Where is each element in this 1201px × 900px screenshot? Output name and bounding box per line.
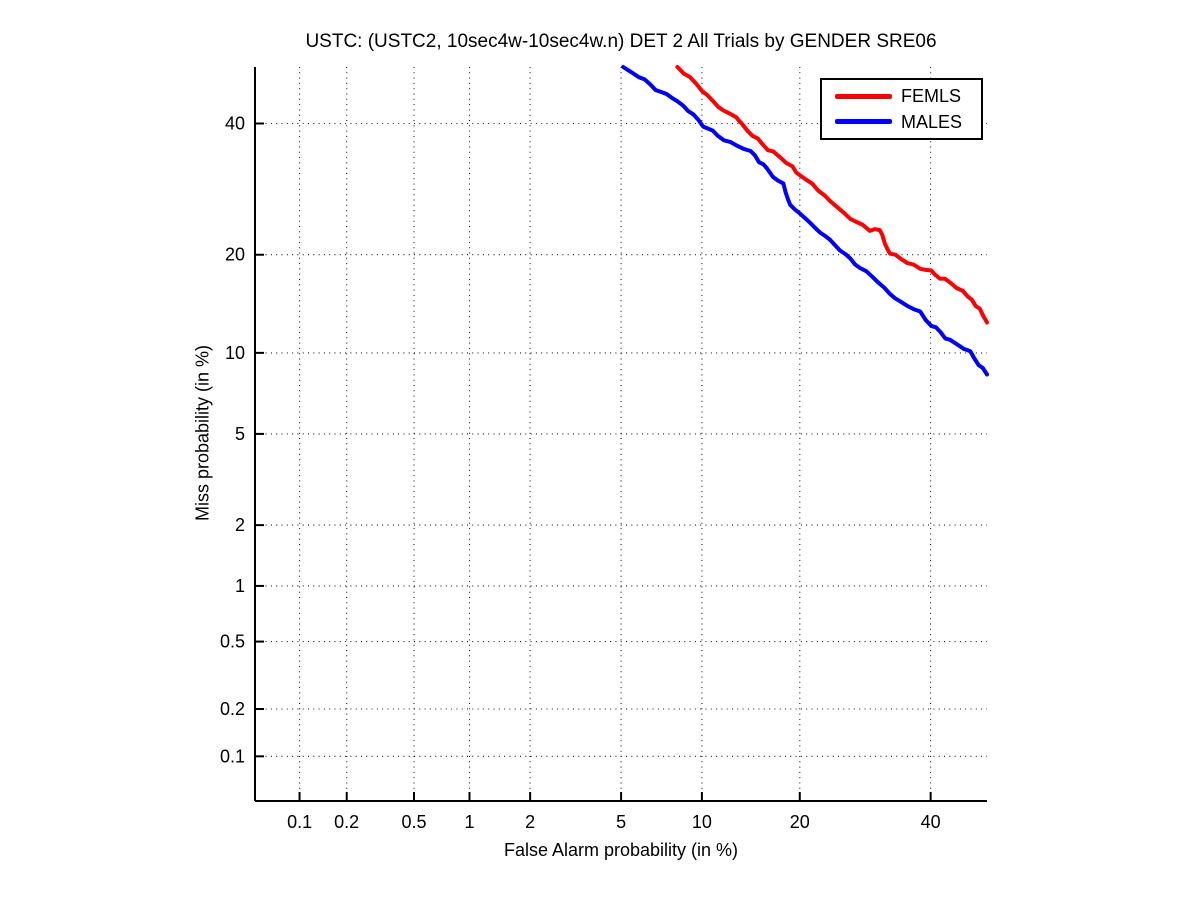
x-tick-label: 20 (790, 812, 810, 832)
y-tick-label: 5 (235, 424, 245, 444)
y-tick-label: 0.1 (220, 746, 245, 766)
x-tick-label: 0.1 (287, 812, 312, 832)
x-tick-label: 0.2 (334, 812, 359, 832)
plot-title: USTC: (USTC2, 10sec4w-10sec4w.n) DET 2 A… (305, 31, 937, 52)
y-tick-label: 10 (225, 343, 245, 363)
y-tick-label: 2 (235, 515, 245, 535)
legend-item-males: MALES (835, 113, 981, 131)
legend-item-femls: FEMLS (835, 87, 981, 105)
y-tick-label: 0.5 (220, 632, 245, 652)
det-curve-males (621, 65, 989, 377)
x-tick-label: 0.5 (401, 812, 426, 832)
femls-line-sample (835, 93, 892, 99)
x-tick-label: 2 (525, 812, 535, 832)
males-line-sample (835, 119, 892, 125)
legend-label-femls: FEMLS (901, 86, 962, 107)
x-tick-label: 1 (464, 812, 474, 832)
x-tick-label: 40 (921, 812, 941, 832)
x-tick-label: 10 (692, 812, 712, 832)
x-axis-label: False Alarm probability (in %) (503, 840, 739, 860)
y-tick-label: 0.2 (220, 699, 245, 719)
x-tick-label: 5 (616, 812, 626, 832)
legend-label-males: MALES (901, 111, 963, 132)
legend: FEMLS MALES (820, 78, 983, 140)
det-curve-femls (675, 65, 989, 325)
y-tick-label: 1 (235, 576, 245, 596)
y-tick-label: 20 (225, 245, 245, 265)
y-axis-label: Miss probability (in %) (192, 344, 213, 522)
y-tick-label: 40 (225, 114, 245, 134)
